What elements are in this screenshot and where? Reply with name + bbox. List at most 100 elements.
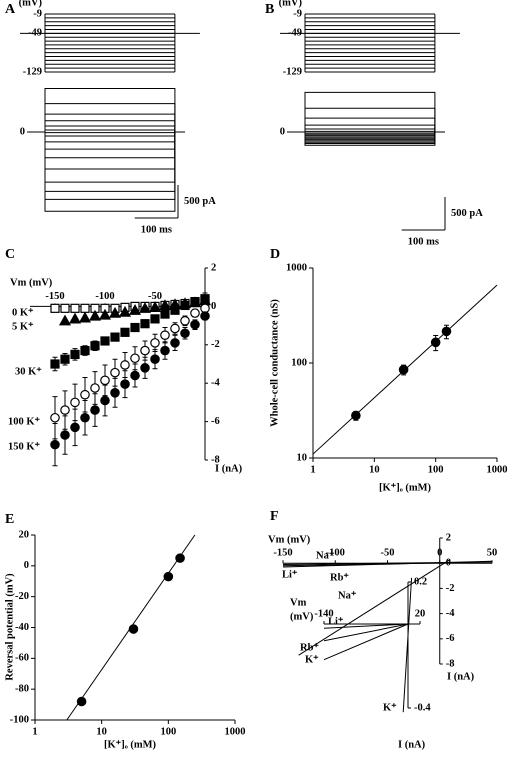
y-tick-label: -80 [15,684,29,695]
y-tick-label: -2 [211,339,220,350]
marker [180,328,190,339]
panel-label: D [270,247,280,262]
marker [70,422,80,433]
series-label: 0 K⁺ [12,307,34,318]
marker [90,405,100,415]
marker [98,308,112,320]
y-tick-label: 20 [19,529,30,540]
marker [163,571,174,582]
marker [78,311,92,323]
marker [90,341,100,351]
marker [138,302,152,313]
scale-label-x: 100 ms [408,236,439,247]
current-trace [287,131,445,134]
zero-label: 0 [20,126,25,137]
y-tick-label: 1000 [286,262,307,273]
protocol-tick-label: -9 [293,8,302,19]
y-tick-label: -6 [446,633,455,644]
marker [128,624,139,634]
protocol-unit: (mV) [19,0,43,8]
x-tick-label: 1000 [225,726,246,737]
marker [430,337,441,348]
y-tick-label: -20 [15,591,29,602]
marker [140,319,150,329]
marker [80,345,90,356]
marker [148,301,162,312]
current-trace [287,130,445,133]
x-tick-label: -100 [326,548,345,559]
x-axis-label: Vm (mV) [10,277,53,288]
y-axis-label: I (nA) [215,463,243,474]
marker [190,319,200,330]
x-axis-unit: (mV) [290,611,314,622]
marker [100,375,110,386]
series-line [298,558,451,656]
marker [140,363,150,373]
marker [160,309,170,319]
marker [200,294,210,304]
protocol-tick-label: -129 [283,66,302,77]
marker [50,412,60,423]
protocol-unit: (mV) [279,0,303,8]
marker [130,353,140,364]
marker [60,405,70,415]
marker [80,412,90,423]
x-tick-label: 0 [437,548,442,559]
marker [60,354,70,364]
current-trace [27,129,185,133]
panel-label: F [270,509,279,524]
marker [180,315,190,326]
panel-label: C [5,247,15,262]
x-tick-label: 1 [310,464,315,475]
current-trace [27,131,185,170]
series-label: Rb⁺ [330,572,349,583]
series-label: Li⁺ [328,616,344,627]
marker [128,304,142,315]
current-trace [287,91,445,133]
y-tick-label: 0.2 [414,576,427,587]
x-tick-label: -150 [45,291,64,302]
marker [50,439,60,450]
marker [150,354,160,364]
marker [170,338,180,348]
marker [160,330,170,340]
marker [160,345,170,356]
series-label: K⁺ [383,702,397,713]
series-line [323,623,409,661]
x-tick-label: -50 [148,291,162,302]
y-tick-label: -2 [446,583,455,594]
series-label: 150 K⁺ [8,441,41,452]
marker [110,332,120,342]
series-label: 100 K⁺ [8,416,41,427]
marker [60,430,70,440]
marker [120,327,130,337]
marker [190,297,200,307]
x-tick-label: 100 [160,726,176,737]
marker [130,322,140,333]
y-tick-label: 100 [291,357,307,368]
y-tick-label: 0 [24,560,29,571]
series-label: K⁺ [305,654,319,665]
marker [60,303,70,313]
current-trace [27,103,185,133]
marker [130,370,140,381]
marker [175,553,185,563]
current-trace [27,131,185,150]
marker [68,312,82,324]
marker [50,303,60,313]
marker [100,336,110,346]
y-tick-label: 10 [297,452,308,463]
marker [180,300,190,311]
x-tick-label: 10 [369,464,380,475]
x-tick-label: -100 [95,291,114,302]
x-axis-label: Vm (mV) [268,534,311,545]
y-tick-label: -4 [211,378,220,389]
marker [190,308,200,318]
series-label: Rb⁺ [300,642,319,653]
marker [70,397,80,408]
current-trace [27,131,185,183]
x-tick-label: 10 [96,726,107,737]
x-tick-label: 100 [428,464,444,475]
current-trace [27,113,185,133]
